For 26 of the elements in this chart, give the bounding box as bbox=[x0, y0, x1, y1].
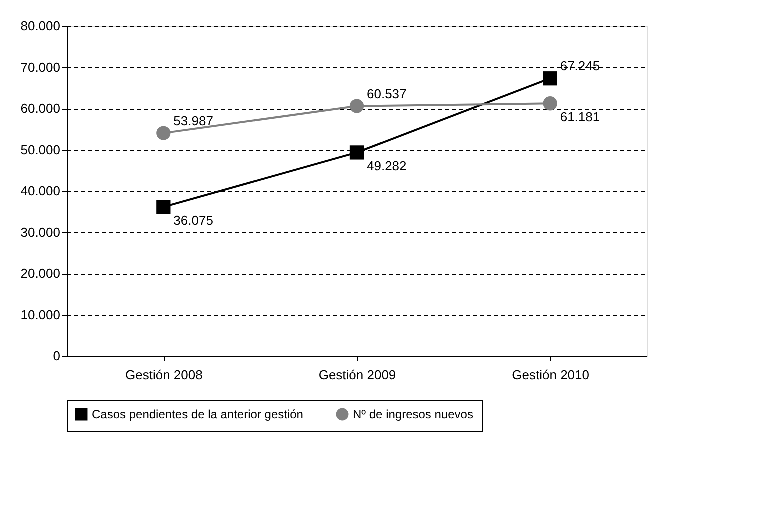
data-label: 67.245 bbox=[560, 58, 600, 74]
y-tick-label: 20.000 bbox=[20, 266, 60, 281]
point bbox=[350, 146, 364, 160]
y-tick-label: 40.000 bbox=[20, 184, 60, 198]
point bbox=[543, 72, 558, 86]
legend-label: Nº de ingresos nuevos bbox=[353, 408, 474, 422]
data-label: 53.987 bbox=[174, 113, 214, 128]
data-label: 61.181 bbox=[560, 110, 600, 125]
point bbox=[156, 200, 171, 214]
y-tick-label: 60.000 bbox=[20, 101, 60, 116]
x-tick-label: Gestión 2008 bbox=[125, 368, 203, 382]
y-tick-label: 10.000 bbox=[20, 307, 60, 322]
data-label: 49.282 bbox=[367, 158, 407, 174]
x-tick-label: Gestión 2010 bbox=[512, 368, 590, 382]
data-label: 36.075 bbox=[174, 213, 214, 228]
legend-label: Casos pendientes de la anterior gestión bbox=[92, 408, 304, 422]
y-tick-label: 50.000 bbox=[20, 142, 60, 158]
point bbox=[543, 96, 558, 111]
x-tick-label: Gestión 2009 bbox=[318, 368, 396, 382]
y-tick-label: 80.000 bbox=[20, 18, 60, 34]
y-tick-label: 0 bbox=[53, 348, 60, 364]
y-tick-label: 70.000 bbox=[20, 60, 60, 75]
point bbox=[350, 99, 364, 114]
data-label: 60.537 bbox=[367, 86, 407, 102]
point bbox=[156, 126, 171, 140]
y-tick-label: 30.000 bbox=[20, 224, 60, 240]
